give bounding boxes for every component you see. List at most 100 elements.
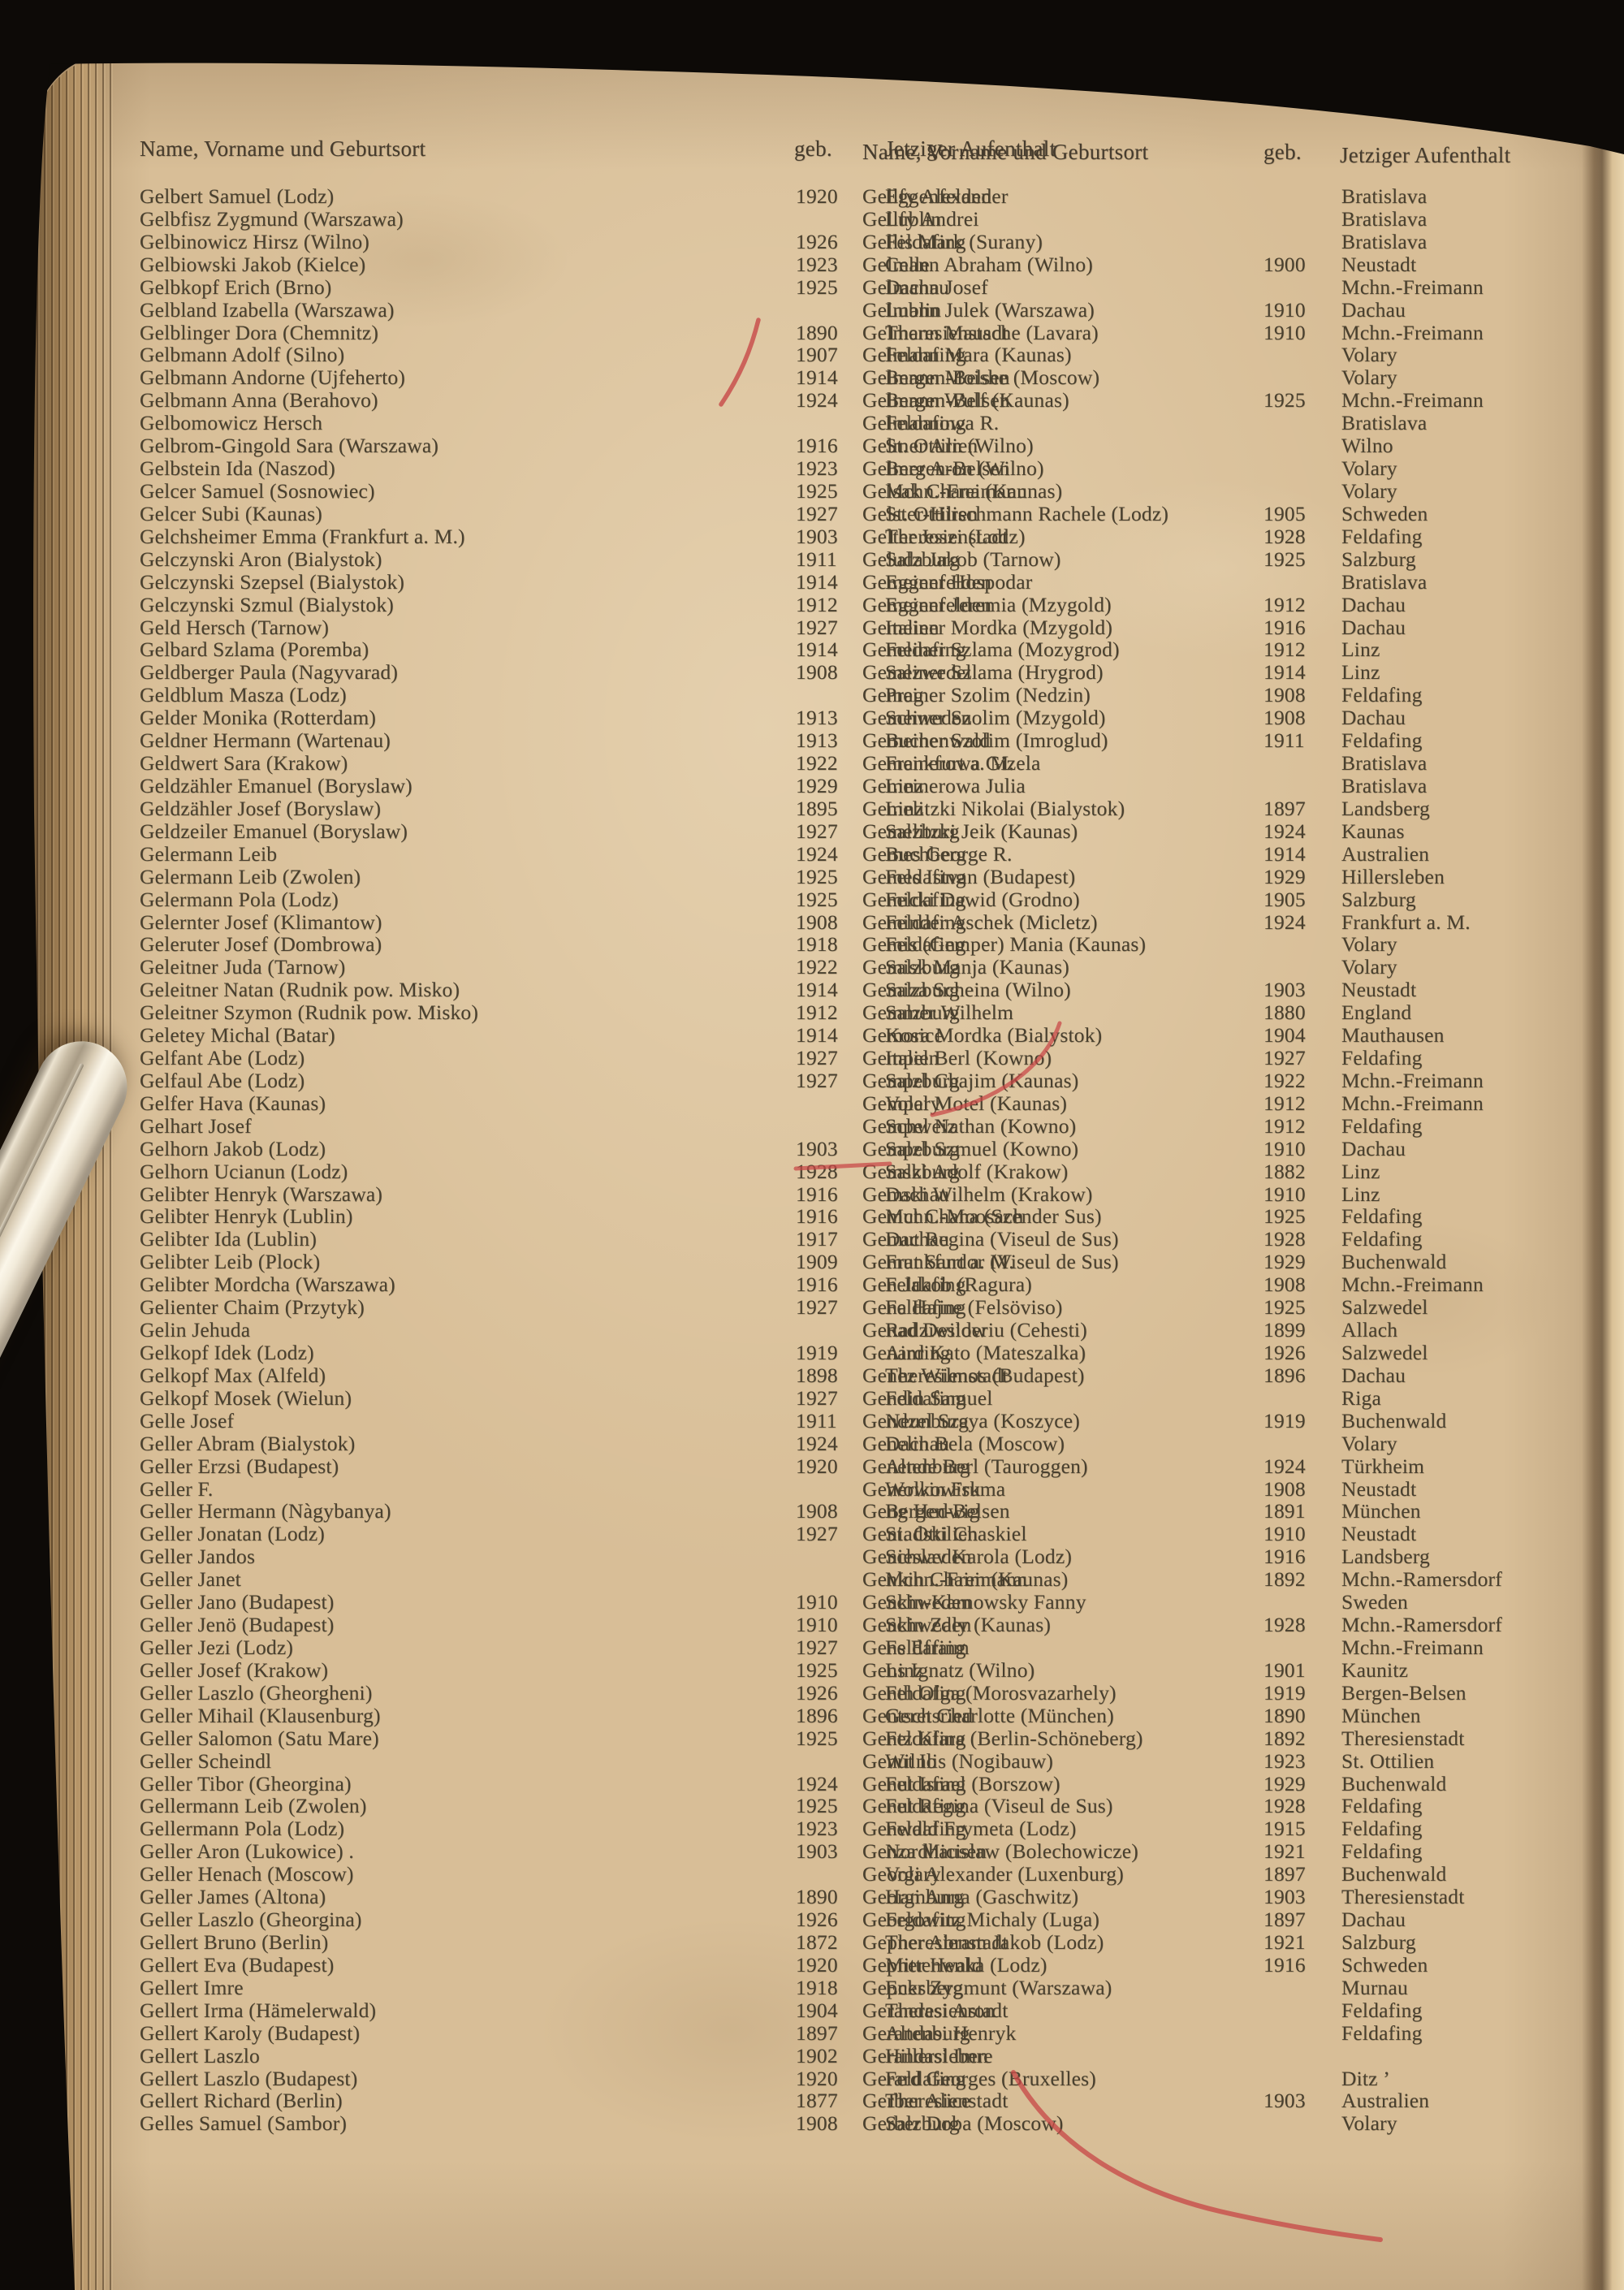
- register-entry: Gellfy Andrei Bratislava: [862, 206, 1502, 231]
- register-entry: Georgi Anna (Gaschwitz) 1903 Theresienstad…: [862, 1886, 1502, 1908]
- entry-name: Gemeiner Szolim (Mzygold): [862, 706, 1106, 730]
- entry-name: Gelmann Mausche (Lavara): [862, 320, 1099, 344]
- entry-name: Gemicki Dawid (Grodno): [862, 887, 1080, 911]
- entry-name: Geller Jonatan (Lodz): [140, 1522, 325, 1546]
- register-entry: Gena Hajne (Felsöviso) 1925 Salzwedel: [862, 1296, 1502, 1319]
- register-entry: Gellfy Alexander Bratislava: [862, 185, 1502, 208]
- register-entry: Gepner Zygmunt (Warszawa) Murnau: [862, 1975, 1502, 1999]
- entry-location: Hillersleben: [1341, 864, 1445, 888]
- entry-location: Feldafing: [1341, 2020, 1423, 2045]
- entry-name: Geller Laszlo (Gheorgheni): [140, 1680, 373, 1705]
- entry-name: Gemmer Wilhelm: [862, 1000, 1014, 1025]
- entry-name: Gelbland Izabella (Warszawa): [140, 297, 395, 322]
- entry-name: Genut Regina (Viseul de Sus): [862, 1794, 1113, 1818]
- entry-name: Gellfy Andrei: [862, 206, 979, 231]
- register-entry: Gemes George R. 1914 Australien: [862, 842, 1502, 866]
- entry-name: Gerandasi Henryk: [862, 2020, 1017, 2045]
- register-entry: Gelsak Chana (Kaunas) Volary: [862, 480, 1502, 503]
- entry-birth-year: 1924: [1263, 819, 1306, 843]
- entry-name: Gelermann Leib (Zwolen): [140, 864, 361, 888]
- entry-name: Geminder Aschek (Micletz): [862, 910, 1098, 934]
- entry-birth-year: 1923: [1263, 1748, 1306, 1773]
- entry-name: Gemeiner Mordka (Mzygold): [862, 615, 1113, 639]
- entry-name: Genth Olga (Morosvazarhely): [862, 1680, 1116, 1705]
- entry-name: Gelmann Wulf (Kaunas): [862, 388, 1069, 413]
- entry-name: Gemeiner Szlama (Hrygrod): [862, 660, 1104, 685]
- entry-location: Volary: [1341, 1431, 1397, 1455]
- entry-name: Gellert Bruno (Berlin): [140, 1929, 329, 1954]
- entry-birth-year: [1263, 2067, 1341, 2090]
- register-entry: Gerber Doba (Moscow) Volary: [862, 2112, 1502, 2135]
- entry-name: Gellfy Alexander: [862, 184, 1009, 208]
- entry-location: Türkheim: [1341, 1454, 1425, 1478]
- entry-location: Wilno: [1341, 434, 1393, 458]
- entry-name: Gelibter Henryk (Warszawa): [140, 1182, 383, 1206]
- entry-birth-year: [1263, 185, 1341, 208]
- entry-name: Geldberger Paula (Nagyvarad): [140, 660, 399, 685]
- entry-name: Gens Efraim: [862, 1635, 970, 1659]
- register-entry: Genut Israel (Borszow) 1929 Buchenwald: [862, 1772, 1502, 1795]
- book-gutter-shadow: [1582, 122, 1624, 2290]
- entry-birth-year: [1263, 480, 1341, 503]
- entry-location: Bratislava: [1341, 773, 1427, 797]
- entry-birth-year: [1263, 1591, 1341, 1614]
- entry-name: Gelster-Hirschmann Rachele (Lodz): [862, 501, 1169, 525]
- entry-name: Geng Hedwig: [862, 1499, 980, 1523]
- entry-location: Feldafing: [1341, 1794, 1423, 1818]
- register-entry: Gemeiner Szlama (Hrygrod) 1914 Linz: [862, 661, 1502, 684]
- entry-name: Gelbard Szlama (Poremba): [140, 637, 369, 662]
- entry-name: Geller Henach (Moscow): [140, 1862, 354, 1886]
- register-entry: Gelmer Arn (Wilno) Wilno: [862, 434, 1502, 457]
- entry-birth-year: 1912: [1263, 1113, 1306, 1138]
- register-entry: Generwin Fruma 1908 Neustadt: [862, 1477, 1502, 1501]
- register-entry: Gelmann Julek (Warszawa) 1910 Dachau: [862, 298, 1502, 322]
- entry-name: Gelermann Pola (Lodz): [140, 887, 339, 911]
- entry-name: Geller Jenö (Budapest): [140, 1613, 335, 1637]
- register-entry: Geng Hedwig 1891 München: [862, 1500, 1502, 1523]
- entry-location: Mchn.-Freimann: [1341, 388, 1484, 413]
- entry-location: Murnau: [1341, 1975, 1408, 1999]
- entry-location: Salzwedel: [1341, 1295, 1428, 1320]
- entry-name: Genende Berl (Tauroggen): [862, 1454, 1088, 1478]
- entry-name: Gelblinger Dora (Chemnitz): [140, 320, 379, 344]
- entry-location: Frankfurt a. M.: [1341, 910, 1471, 934]
- entry-name: Gellert Karoly (Budapest): [140, 2020, 361, 2045]
- entry-location: Feldafing: [1341, 1046, 1423, 1070]
- entry-location: England: [1341, 1000, 1412, 1025]
- entry-name: Gelles Samuel (Sambor): [140, 2111, 348, 2136]
- entry-birth-year: [1263, 1977, 1341, 1999]
- entry-location: Dachau: [1341, 615, 1406, 639]
- entry-birth-year: [1263, 344, 1341, 366]
- entry-birth-year: 1910: [1263, 1522, 1306, 1546]
- entry-location: [1341, 2045, 1502, 2067]
- entry-name: Geleitner Natan (Rudnik pow. Misko): [140, 978, 460, 1002]
- register-entry: Gepner Abram Jakob (Lodz) 1921 Salzburg: [862, 1931, 1502, 1954]
- register-entry: Gelmann Mausche (Lavara) 1910 Mchn.-Freima…: [862, 320, 1502, 344]
- entry-name: Gempel Nathan (Kowno): [862, 1113, 1077, 1138]
- register-entry: Georgowitz Michaly (Luga) 1897 Dachau: [862, 1908, 1502, 1931]
- register-entry: Genth Olga (Morosvazarhely) 1919 Bergen-Be…: [862, 1680, 1502, 1705]
- entry-birth-year: 1916: [1263, 1952, 1306, 1977]
- entry-name: Gemeiner Szolim (Nedzin): [862, 683, 1091, 707]
- entry-name: Geller Tibor (Gheorgina): [140, 1771, 352, 1795]
- entry-name: Georgi Anna (Gaschwitz): [862, 1885, 1079, 1909]
- entry-name: Geller Erzsi (Budapest): [140, 1454, 339, 1478]
- register-entry: Gemeiner Szolim (Nedzin) 1908 Feldafing: [862, 684, 1502, 706]
- entry-location: Volary: [1341, 343, 1397, 367]
- entry-birth-year: 1925: [1263, 1204, 1306, 1229]
- register-entry: Gemut Chana (Szender Sus) 1925 Feldafing: [862, 1205, 1502, 1228]
- entry-name: Geldzähler Emanuel (Boryslaw): [140, 773, 412, 797]
- register-entry: Genez Wilmos (Budapest) 1896 Dachau: [862, 1364, 1502, 1387]
- register-entry: Gellis Mark (Surany) Bratislava: [862, 230, 1502, 253]
- entry-name: Gelbkopf Erich (Brno): [140, 274, 332, 299]
- entry-name: Genad Desideriu (Cehesti): [862, 1318, 1087, 1342]
- entry-birth-year: [1263, 2045, 1341, 2067]
- entry-name: Geller Salomon (Satu Mare): [140, 1726, 379, 1750]
- register-entry: Gemeiner Hospodar Bratislava: [862, 570, 1502, 594]
- entry-birth-year: 1916: [1263, 1545, 1306, 1569]
- register-entry: Gemmer Wilhelm 1880 England: [862, 1001, 1502, 1024]
- register-entry: Gerandasi Imre: [862, 2044, 1502, 2067]
- register-entry: Gelster-Hirschmann Rachele (Lodz) 1905 Sch…: [862, 501, 1502, 525]
- entry-birth-year: 1915: [1263, 1817, 1306, 1841]
- entry-name: Gelmann Abraham (Wilno): [862, 252, 1093, 276]
